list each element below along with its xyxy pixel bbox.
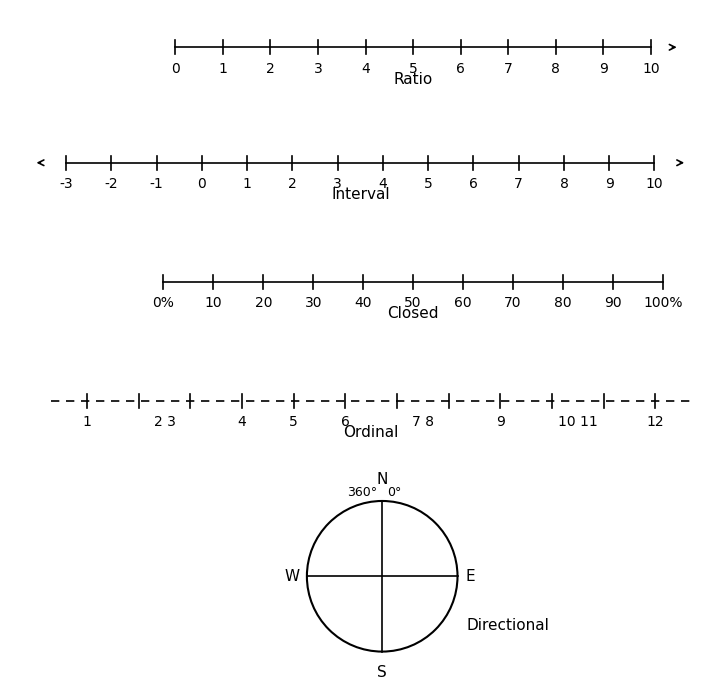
Text: 360°: 360°	[347, 486, 378, 500]
Text: 5: 5	[408, 62, 418, 76]
Text: 4: 4	[379, 177, 387, 191]
Text: 0%: 0%	[152, 296, 175, 310]
Text: Closed: Closed	[387, 306, 439, 321]
Text: 70: 70	[505, 296, 522, 310]
Text: 10 11: 10 11	[558, 415, 598, 429]
Text: 40: 40	[355, 296, 372, 310]
Text: 2 3: 2 3	[154, 415, 175, 429]
Text: 80: 80	[554, 296, 571, 310]
Text: 60: 60	[454, 296, 472, 310]
Text: W: W	[284, 569, 299, 584]
Text: 12: 12	[646, 415, 664, 429]
Text: 1: 1	[218, 62, 227, 76]
Text: 4: 4	[238, 415, 247, 429]
Text: 8: 8	[560, 177, 569, 191]
Text: 0: 0	[197, 177, 206, 191]
Text: Ordinal: Ordinal	[344, 425, 399, 440]
Text: Interval: Interval	[331, 187, 389, 202]
Text: 0°: 0°	[387, 486, 401, 500]
Text: 7: 7	[504, 62, 513, 76]
Text: 20: 20	[255, 296, 272, 310]
Text: 2: 2	[266, 62, 274, 76]
Text: 3: 3	[333, 177, 342, 191]
Text: 0: 0	[171, 62, 180, 76]
Text: S: S	[377, 665, 387, 680]
Text: -2: -2	[105, 177, 118, 191]
Text: 100%: 100%	[643, 296, 683, 310]
Text: 90: 90	[604, 296, 622, 310]
Text: 6: 6	[341, 415, 350, 429]
Text: 1: 1	[243, 177, 252, 191]
Text: Directional: Directional	[467, 617, 550, 633]
Text: E: E	[465, 569, 475, 584]
Text: 3: 3	[314, 62, 323, 76]
Text: 4: 4	[361, 62, 370, 76]
Text: 50: 50	[404, 296, 422, 310]
Text: -3: -3	[60, 177, 73, 191]
Text: Ratio: Ratio	[394, 71, 432, 87]
Text: 5: 5	[424, 177, 432, 191]
Text: 7: 7	[515, 177, 523, 191]
Text: 9: 9	[599, 62, 608, 76]
Text: N: N	[376, 473, 388, 487]
Text: 5: 5	[290, 415, 298, 429]
Text: 7 8: 7 8	[412, 415, 434, 429]
Text: 8: 8	[551, 62, 561, 76]
Text: 6: 6	[456, 62, 465, 76]
Text: 10: 10	[642, 62, 660, 76]
Text: 10: 10	[646, 177, 663, 191]
Text: 2: 2	[288, 177, 297, 191]
Text: 6: 6	[469, 177, 478, 191]
Text: 10: 10	[205, 296, 222, 310]
Text: 1: 1	[83, 415, 92, 429]
Text: 9: 9	[605, 177, 614, 191]
Text: 30: 30	[304, 296, 322, 310]
Text: 9: 9	[496, 415, 505, 429]
Text: -1: -1	[150, 177, 164, 191]
